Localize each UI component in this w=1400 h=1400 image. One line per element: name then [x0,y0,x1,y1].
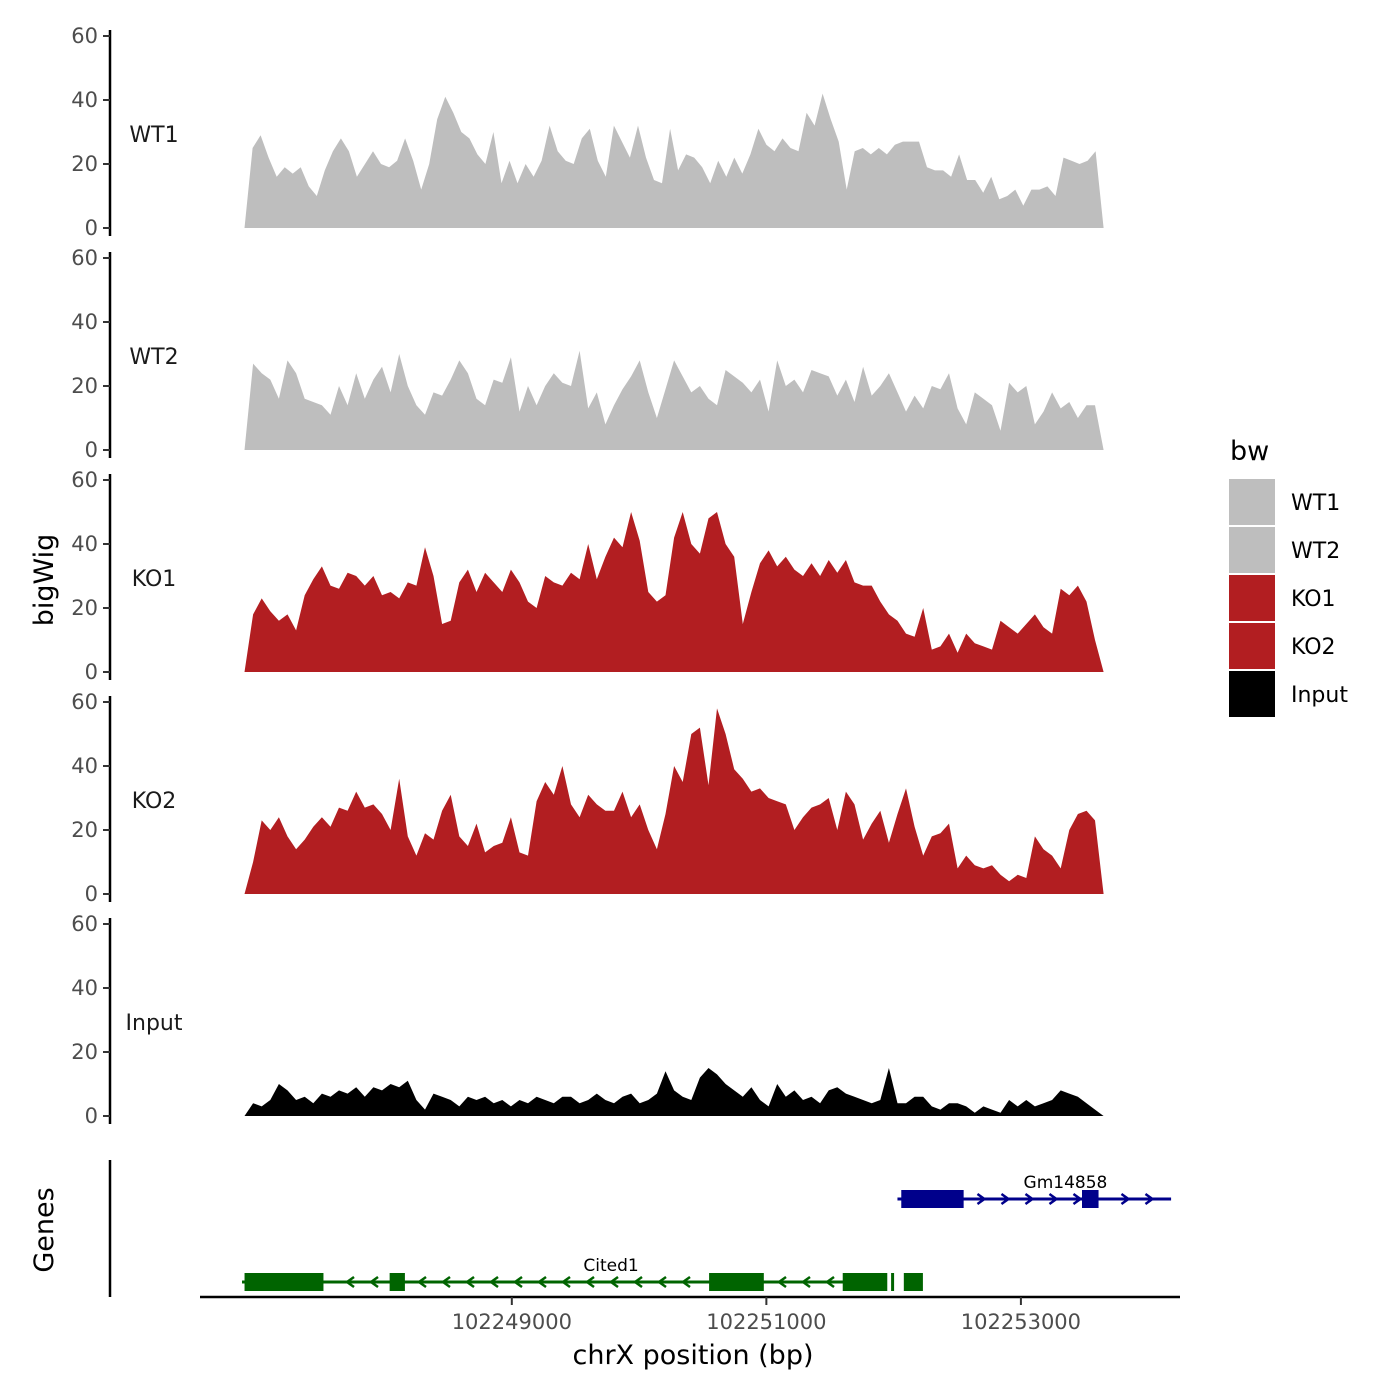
x-tick-label: 102251000 [706,1310,826,1334]
gene-exon [389,1273,405,1291]
y-tick-label: 20 [71,818,98,842]
strand-arrow [1024,1192,1035,1206]
gene-exon [901,1190,964,1208]
strand-arrow [608,1275,619,1289]
y-tick-label: 40 [71,754,98,778]
legend-label-wt2: WT2 [1291,539,1340,564]
y-tick-label: 60 [71,690,98,714]
strand-arrow [440,1275,451,1289]
track-label: KO1 [132,567,177,592]
strand-arrow [976,1192,987,1206]
signal-area-ko2 [244,708,1104,894]
legend-swatch-input [1229,671,1275,717]
y-tick-label: 60 [71,912,98,936]
track-label: WT2 [129,345,178,370]
track-wt1: 0 20 40 60 WT1 [71,24,1104,240]
x-axis-title: chrX position (bp) [572,1340,813,1371]
strand-arrow [800,1275,811,1289]
track-label: WT1 [129,123,178,148]
y-tick-label: 60 [71,468,98,492]
track-label: KO2 [132,789,177,814]
strand-arrow [680,1275,691,1289]
strand-arrow [1072,1192,1083,1206]
gene-exon [903,1273,923,1291]
track-input: 0 20 40 60 Input [71,912,1104,1128]
strand-arrow [560,1275,571,1289]
y-tick-label: 60 [71,24,98,48]
y-tick-label: 20 [71,374,98,398]
legend-swatch-wt2 [1229,527,1275,573]
x-tick-label: 102249000 [452,1310,572,1334]
y-tick-label: 0 [85,216,98,240]
y-tick-label: 0 [85,660,98,684]
gene-label: Cited1 [583,1256,638,1276]
signal-area-ko1 [244,512,1104,672]
legend-label-input: Input [1291,683,1348,708]
legend-label-ko1: KO1 [1291,587,1336,612]
genes-layer: Gm14858 Cited1 [108,1160,1172,1297]
gene-exon [709,1273,764,1291]
y-tick-label: 20 [71,596,98,620]
strand-arrow [824,1275,835,1289]
strand-arrow [344,1275,355,1289]
y-tick-label: 0 [85,882,98,906]
tracks-layer: 0 20 40 60 WT1 0 20 40 60 WT2 0 20 40 60 KO1 0 20 40 60 KO2… [71,24,1104,1128]
strand-arrow [656,1275,667,1289]
y-tick-label: 20 [71,1040,98,1064]
strand-arrow [632,1275,643,1289]
gene-exon [244,1273,324,1291]
legend-label-wt1: WT1 [1291,491,1340,516]
track-ko2: 0 20 40 60 KO2 [71,690,1104,906]
gene-exon [891,1273,895,1291]
track-ko1: 0 20 40 60 KO1 [71,468,1104,684]
y-tick-label: 40 [71,88,98,112]
strand-arrow [776,1275,787,1289]
strand-arrow [584,1275,595,1289]
legend-swatch-wt1 [1229,479,1275,525]
gene-cited1: Cited1 [242,1256,923,1291]
gene-gm14858: Gm14858 [897,1173,1172,1208]
signal-area-wt2 [244,350,1104,450]
y-tick-label: 0 [85,1104,98,1128]
y-axis-title: bigWig [29,534,60,627]
signal-area-input [244,1068,1104,1116]
y-tick-label: 40 [71,532,98,556]
legend-title: bw [1230,436,1269,467]
strand-arrow [488,1275,499,1289]
strand-arrow [1120,1192,1131,1206]
strand-arrow [1144,1192,1155,1206]
strand-arrow [464,1275,475,1289]
gene-exon [842,1273,888,1291]
strand-arrow [1000,1192,1011,1206]
legend-swatch-ko2 [1229,623,1275,669]
y-tick-label: 20 [71,152,98,176]
legend-label-ko2: KO2 [1291,635,1336,660]
gene-label: Gm14858 [1024,1173,1108,1193]
strand-arrow [368,1275,379,1289]
strand-arrow [1048,1192,1059,1206]
genes-axis-title: Genes [29,1187,60,1272]
strand-arrow [536,1275,547,1289]
strand-arrow [416,1275,427,1289]
y-tick-label: 0 [85,438,98,462]
track-wt2: 0 20 40 60 WT2 [71,246,1104,462]
track-label: Input [126,1011,183,1036]
x-axis: 102249000 102251000 102253000 [200,1295,1180,1334]
y-tick-label: 60 [71,246,98,270]
y-tick-label: 40 [71,976,98,1000]
x-tick-label: 102253000 [961,1310,1081,1334]
strand-arrow [512,1275,523,1289]
legend-swatch-ko1 [1229,575,1275,621]
y-tick-label: 40 [71,310,98,334]
legend: bw WT1 WT2 KO1 KO2 Input [1229,436,1348,717]
gene-exon [1082,1190,1099,1208]
signal-area-wt1 [244,93,1104,228]
